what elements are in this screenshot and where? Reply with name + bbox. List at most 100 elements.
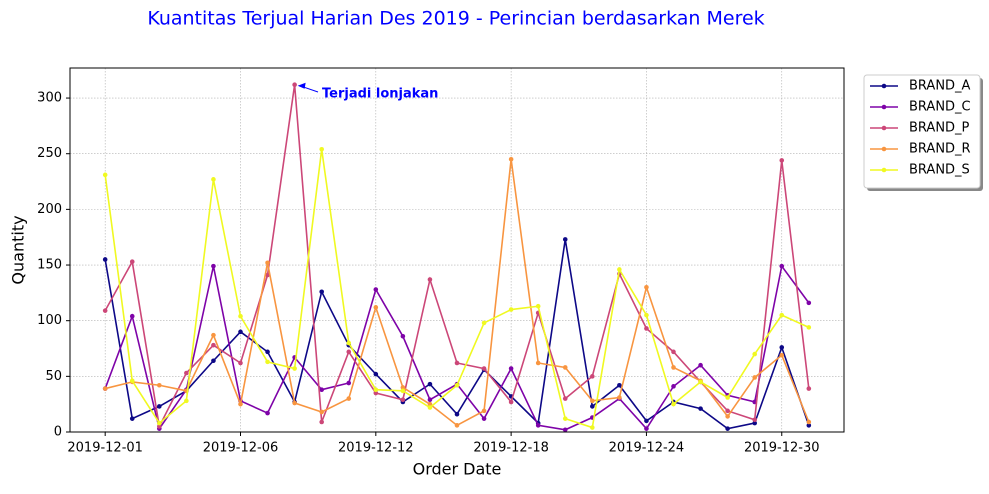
point [373, 371, 379, 377]
x-tick-label: 2019-12-12 [338, 441, 414, 456]
point [562, 416, 568, 421]
y-tick-label: 100 [37, 313, 62, 328]
point [238, 360, 243, 366]
point [211, 342, 216, 348]
point [779, 352, 785, 358]
point [779, 263, 785, 269]
x-tick-label: 2019-12-18 [473, 441, 549, 456]
point [238, 313, 243, 319]
point [400, 333, 406, 339]
point [265, 359, 270, 365]
legend-marker [881, 83, 887, 89]
point [752, 420, 757, 426]
point [590, 425, 595, 430]
point [806, 325, 812, 330]
point [265, 410, 270, 416]
point [454, 360, 460, 366]
point [535, 303, 541, 309]
x-tick-label: 2019-12-01 [67, 441, 143, 456]
point [157, 404, 162, 409]
point [590, 398, 595, 404]
point [346, 396, 352, 401]
point [698, 379, 703, 385]
point [319, 409, 324, 415]
point [265, 272, 270, 278]
point [617, 382, 622, 388]
point [129, 416, 135, 421]
point [184, 398, 189, 404]
point [211, 177, 216, 182]
point [102, 172, 108, 178]
y-tick-label: 200 [37, 202, 62, 217]
point [508, 307, 514, 312]
point [562, 237, 568, 242]
point [373, 287, 379, 292]
point [779, 345, 785, 350]
point [644, 326, 649, 331]
point [157, 382, 162, 388]
point [562, 396, 568, 401]
point [102, 308, 108, 313]
point [562, 365, 568, 370]
point [725, 408, 730, 414]
y-tick-label: 50 [45, 369, 62, 384]
legend-label: BRAND_P [909, 121, 970, 136]
point [617, 267, 622, 272]
point [292, 366, 297, 371]
point [238, 401, 243, 407]
legend-marker [881, 146, 887, 152]
point [644, 418, 649, 424]
point [346, 349, 352, 355]
annotation-arrowhead [297, 82, 306, 89]
point [238, 329, 243, 335]
point [427, 405, 433, 410]
point [671, 401, 676, 407]
point [102, 257, 108, 262]
point [725, 395, 730, 400]
point [644, 312, 649, 318]
y-tick-label: 150 [37, 258, 62, 273]
point [508, 156, 514, 162]
point [319, 419, 324, 425]
point [211, 358, 216, 364]
point [535, 423, 541, 428]
point [671, 349, 676, 355]
point [211, 332, 216, 338]
point [752, 417, 757, 423]
point [562, 427, 568, 433]
y-tick-label: 300 [37, 91, 62, 106]
point [481, 416, 487, 421]
point [319, 146, 324, 152]
point [644, 426, 649, 431]
point [806, 300, 812, 306]
y-axis-label: Quantity [9, 215, 28, 284]
point [157, 424, 162, 429]
plot-frame [69, 67, 845, 433]
point [508, 399, 514, 405]
point [806, 386, 812, 391]
y-tick-label: 250 [37, 146, 62, 161]
point [400, 385, 406, 390]
point [725, 426, 730, 431]
point [319, 289, 324, 295]
point [671, 365, 676, 370]
point [400, 397, 406, 403]
point [481, 366, 487, 371]
legend-marker [881, 167, 887, 173]
point [102, 386, 108, 391]
point [184, 370, 189, 376]
legend-label: BRAND_R [909, 142, 971, 157]
point [319, 387, 324, 393]
point [265, 260, 270, 266]
series-line [104, 84, 810, 429]
point [129, 313, 135, 319]
chart-title: Kuantitas Terjual Harian Des 2019 - Peri… [147, 8, 764, 30]
point [617, 395, 622, 400]
point [725, 414, 730, 419]
point [427, 397, 433, 403]
legend-label: BRAND_A [909, 79, 971, 94]
series-line [104, 239, 810, 430]
point [427, 381, 433, 387]
legend-label: BRAND_S [909, 163, 970, 178]
